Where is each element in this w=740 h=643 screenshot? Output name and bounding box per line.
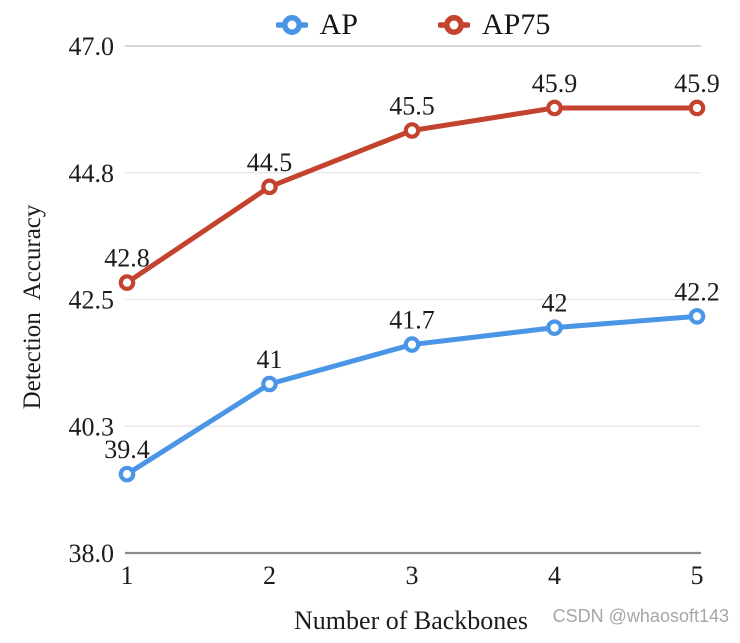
legend-item-ap: AP xyxy=(275,8,358,41)
data-label-ap: 42.2 xyxy=(674,277,720,306)
legend-marker-ap-icon xyxy=(275,15,308,35)
data-point-ap xyxy=(403,336,421,353)
y-tick-label: 40.3 xyxy=(69,412,115,441)
data-point-ap75 xyxy=(688,99,706,117)
legend-marker-ap75-icon xyxy=(438,15,470,35)
data-point-ap75 xyxy=(403,122,421,139)
x-tick-label: 5 xyxy=(691,561,704,590)
x-axis-title: Number of Backbones xyxy=(294,606,528,635)
data-label-ap: 42 xyxy=(542,289,568,318)
data-point-ap75 xyxy=(118,274,136,291)
y-axis-title: Detection Accuracy xyxy=(19,204,46,410)
x-tick-label: 1 xyxy=(121,561,134,590)
y-tick-label: 42.5 xyxy=(69,286,115,315)
data-point-ap xyxy=(546,319,563,336)
data-label-ap75: 45.5 xyxy=(389,92,435,121)
watermark: CSDN @whaosoft143 xyxy=(552,606,729,626)
x-tick-label: 4 xyxy=(548,561,561,590)
data-point-ap75 xyxy=(546,99,563,117)
legend-label-ap: AP xyxy=(319,8,358,41)
legend-label-ap75: AP75 xyxy=(482,8,551,41)
data-point-ap xyxy=(261,375,278,393)
data-point-ap xyxy=(118,465,136,483)
y-tick-label: 38.0 xyxy=(69,539,115,568)
data-label-ap75: 45.9 xyxy=(532,69,578,98)
legend: AP AP75 xyxy=(125,2,701,48)
data-label-ap: 41 xyxy=(257,345,283,374)
x-tick-label: 3 xyxy=(406,561,419,590)
data-point-ap75 xyxy=(261,178,278,196)
data-point-ap xyxy=(688,308,706,325)
x-tick-label: 2 xyxy=(263,561,276,590)
data-label-ap75: 44.5 xyxy=(247,148,293,177)
data-label-ap75: 45.9 xyxy=(674,69,720,98)
y-tick-label: 47.0 xyxy=(69,32,115,61)
y-tick-label: 44.8 xyxy=(69,159,115,188)
data-label-ap75: 42.8 xyxy=(104,244,150,273)
data-label-ap: 41.7 xyxy=(389,306,435,335)
legend-item-ap75: AP75 xyxy=(438,10,550,40)
data-label-ap: 39.4 xyxy=(104,435,150,464)
